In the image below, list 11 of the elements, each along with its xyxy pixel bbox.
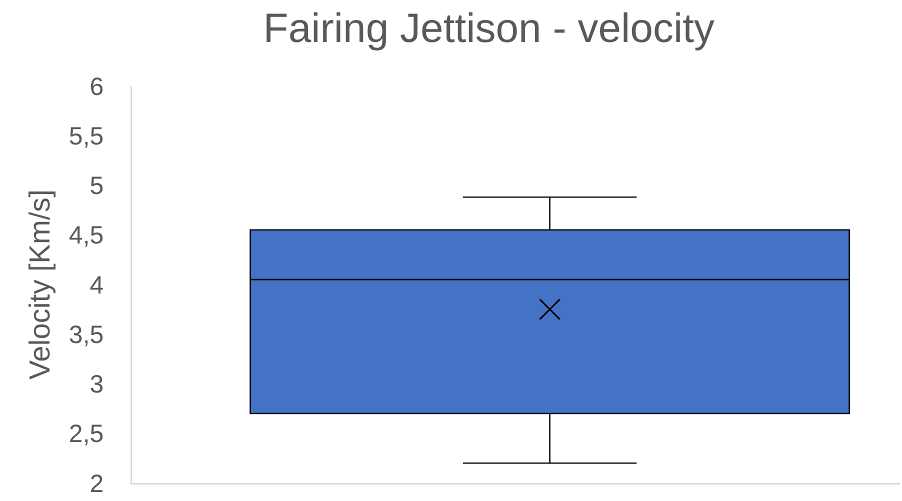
y-tick-label: 3: [90, 370, 104, 398]
y-tick-label: 2,5: [68, 420, 104, 448]
y-tick-label: 4,5: [68, 222, 104, 250]
y-tick-label: 3,5: [68, 320, 104, 349]
y-axis-title: Velocity [Km/s]: [24, 189, 56, 380]
y-tick-label: 5: [90, 172, 104, 200]
y-tick-label: 4: [90, 271, 104, 300]
chart-title: Fairing Jettison - velocity: [263, 4, 715, 51]
y-tick-label: 2: [90, 470, 104, 498]
y-tick-label: 5,5: [68, 122, 104, 150]
y-tick-label: 6: [90, 72, 104, 101]
